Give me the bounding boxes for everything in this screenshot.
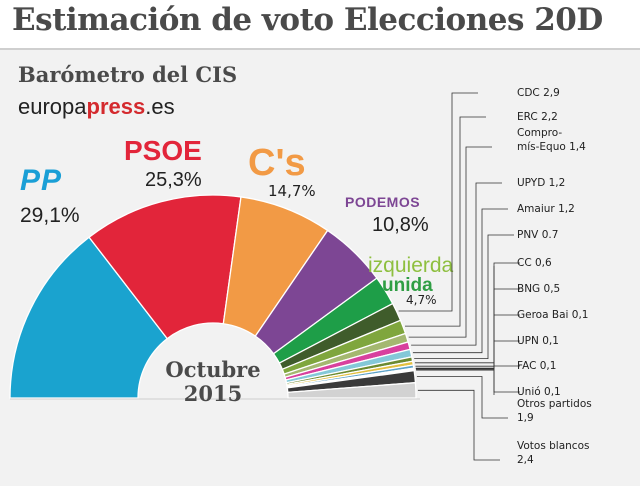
title-bar: Estimación de voto Elecciones 20D xyxy=(0,0,640,48)
label-upn: UPN 0,1 xyxy=(517,335,559,347)
source-suffix: .es xyxy=(145,94,175,119)
label-amaiur: Amaiur 1,2 xyxy=(517,203,575,215)
value-podemos: 10,8% xyxy=(372,214,429,236)
value-iu: 4,7% xyxy=(406,293,437,307)
label-cs: C's xyxy=(248,142,306,184)
leader-upyd xyxy=(411,182,502,346)
label-pp: PP xyxy=(20,164,62,197)
leader-amaiur xyxy=(412,208,508,354)
leader-otros-partidos xyxy=(416,376,508,419)
label-iu-line1: izquierda xyxy=(368,254,454,277)
source-brand: press xyxy=(86,94,146,119)
label-compromis-equo-line2: mís-Equo 1,4 xyxy=(517,141,586,153)
label-votos-blancos-line2: 2,4 xyxy=(517,454,534,466)
value-psoe: 25,3% xyxy=(145,169,202,191)
label-otros-partidos-line1: Otros partidos xyxy=(517,398,592,410)
label-unio: Unió 0,1 xyxy=(517,386,561,398)
leader-geroa-bai xyxy=(415,314,520,369)
leader-erc xyxy=(405,116,486,327)
center-label-year: 2015 xyxy=(184,381,242,406)
label-compromis-equo-line1: Compro- xyxy=(517,127,562,139)
value-pp: 29,1% xyxy=(20,204,80,227)
label-geroa-bai: Geroa Bai 0,1 xyxy=(517,309,588,321)
slice-pp xyxy=(9,236,169,399)
source-prefix: europa xyxy=(18,94,87,119)
label-otros-partidos-line2: 1,9 xyxy=(517,412,534,424)
chart-subtitle: Barómetro del CIS xyxy=(18,62,238,87)
label-upyd: UPYD 1,2 xyxy=(517,177,565,189)
label-erc: ERC 2,2 xyxy=(517,111,558,123)
center-label-month: Octubre xyxy=(165,357,260,382)
leader-compromis-equo xyxy=(408,146,492,338)
label-votos-blancos-line1: Votos blancos xyxy=(517,440,589,452)
page-title: Estimación de voto Elecciones 20D xyxy=(12,2,603,38)
value-cs: 14,7% xyxy=(268,182,316,200)
label-fac: FAC 0,1 xyxy=(517,360,556,372)
leader-unio xyxy=(416,369,520,393)
leader-votos-blancos xyxy=(417,389,500,461)
label-podemos: PODEMOS xyxy=(345,194,420,210)
label-iu-line2: unida xyxy=(382,275,433,296)
label-psoe: PSOE xyxy=(124,135,202,166)
label-pnv: PNV 0.7 xyxy=(517,229,558,241)
slice-psoe xyxy=(88,194,242,340)
label-cc: CC 0,6 xyxy=(517,257,552,269)
label-bng: BNG 0,5 xyxy=(517,283,560,295)
slice-votos-blancos xyxy=(287,382,417,399)
title-divider xyxy=(0,48,640,50)
leader-cdc xyxy=(398,92,478,312)
leader-pnv xyxy=(414,234,514,359)
source-logo: europapress.es xyxy=(18,94,175,120)
label-cdc: CDC 2,9 xyxy=(517,87,560,99)
